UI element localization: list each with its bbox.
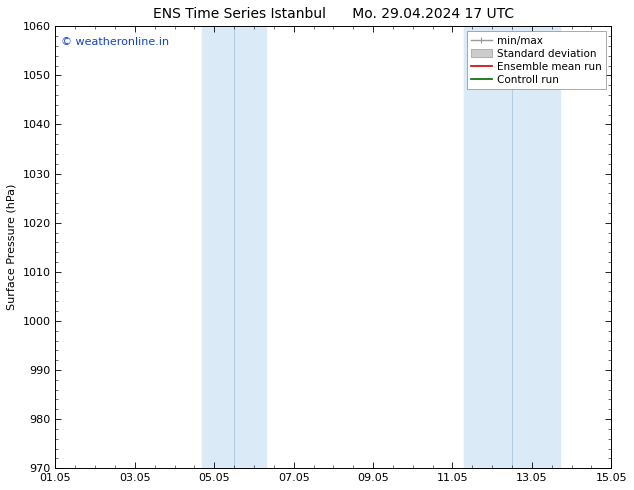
Text: © weatheronline.in: © weatheronline.in (61, 37, 169, 48)
Bar (202, 26, 266, 468)
Legend: min/max, Standard deviation, Ensemble mean run, Controll run: min/max, Standard deviation, Ensemble me… (467, 31, 606, 89)
Title: ENS Time Series Istanbul      Mo. 29.04.2024 17 UTC: ENS Time Series Istanbul Mo. 29.04.2024 … (153, 7, 514, 21)
Bar (464, 26, 560, 468)
Y-axis label: Surface Pressure (hPa): Surface Pressure (hPa) (7, 184, 17, 311)
